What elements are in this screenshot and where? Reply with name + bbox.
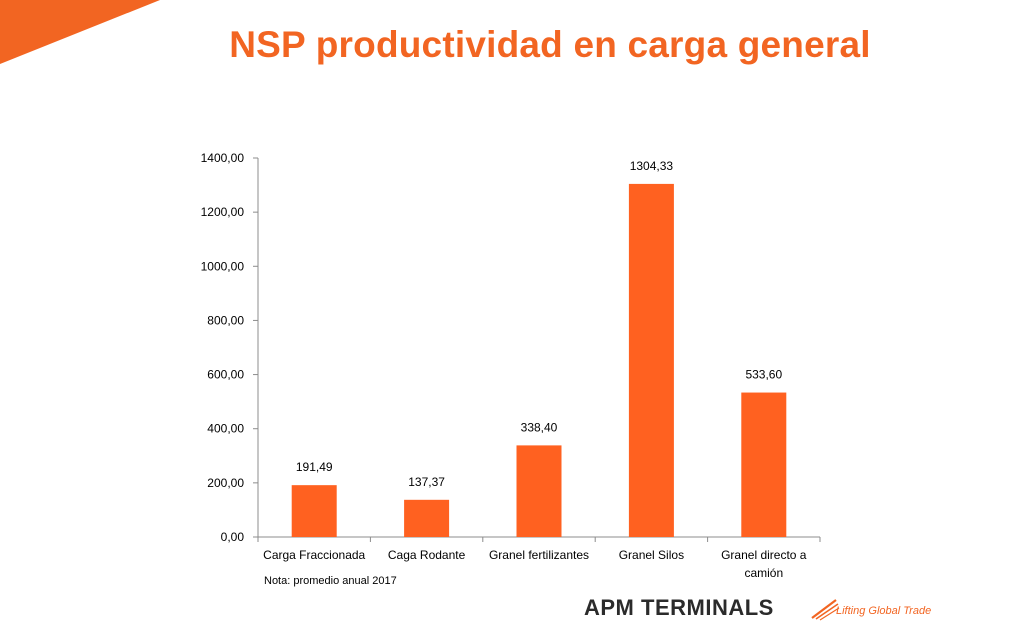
y-tick-label: 400,00 (207, 422, 244, 436)
data-label: 533,60 (745, 368, 782, 382)
y-tick-label: 1200,00 (201, 205, 245, 219)
logo-tagline: Lifting Global Trade (836, 605, 932, 617)
bar (516, 445, 562, 537)
logo-wordmark: APM TERMINALS (584, 595, 774, 620)
chart-note: Nota: promedio anual 2017 (264, 575, 397, 587)
x-tick-label: Carga Fraccionada (263, 548, 365, 562)
x-tick-label: Granel directo a camión (721, 548, 807, 580)
slide-title: NSP productividad en carga general (229, 24, 871, 65)
data-label: 191,49 (296, 460, 333, 474)
y-tick-label: 600,00 (207, 368, 244, 382)
bar (741, 392, 787, 537)
y-tick-label: 0,00 (221, 530, 245, 544)
apm-terminals-logo: APM TERMINALS Lifting Global Trade (584, 594, 954, 624)
corner-accent-shape (0, 0, 160, 64)
logo-swoosh-icon (811, 599, 840, 621)
x-tick-label: Caga Rodante (388, 548, 466, 562)
data-label: 1304,33 (630, 159, 674, 173)
bar (404, 499, 450, 537)
y-tick-label: 1400,00 (201, 151, 245, 165)
y-tick-label: 1000,00 (201, 259, 245, 273)
data-label: 137,37 (408, 475, 445, 489)
x-tick-label: Granel Silos (619, 548, 684, 562)
y-tick-label: 800,00 (207, 313, 244, 327)
data-label: 338,40 (521, 420, 558, 434)
bar (291, 485, 337, 537)
y-tick-label: 200,00 (207, 476, 244, 490)
bar (628, 183, 674, 537)
x-tick-label: Granel fertilizantes (489, 548, 589, 562)
